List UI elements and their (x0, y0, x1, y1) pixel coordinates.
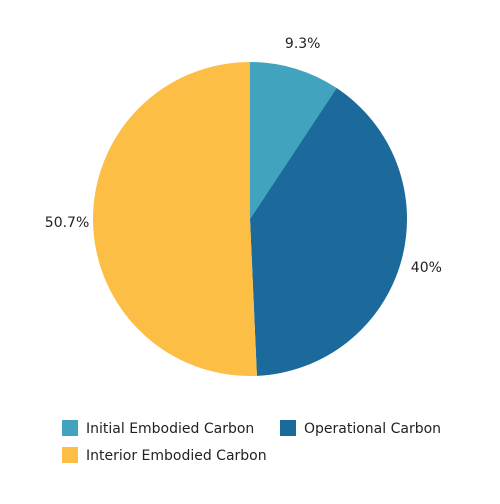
pie-slice (250, 88, 407, 376)
legend-label: Operational Carbon (304, 421, 441, 437)
data-label: 9.3% (285, 36, 321, 52)
legend-swatch (62, 447, 78, 463)
data-label: 40% (411, 260, 442, 276)
pie-slice (250, 62, 337, 219)
pie-slice (92, 62, 257, 376)
legend-label: Interior Embodied Carbon (86, 448, 267, 464)
data-label: 50.7% (45, 215, 89, 231)
legend-swatch (62, 420, 78, 436)
legend-swatch (280, 420, 296, 436)
legend-label: Initial Embodied Carbon (86, 421, 254, 437)
